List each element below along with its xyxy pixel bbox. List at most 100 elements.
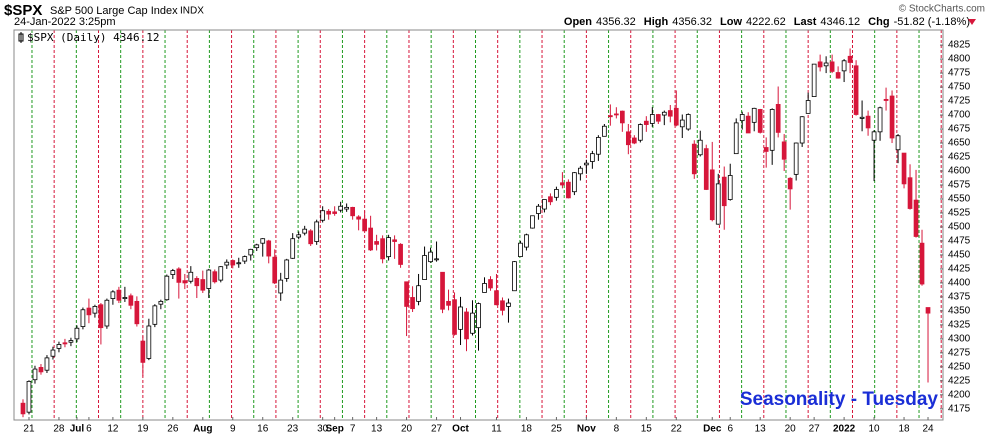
candle-body (404, 281, 409, 307)
credit: © StockCharts.com (899, 4, 985, 15)
candle-body (697, 139, 703, 156)
candle-body (440, 271, 445, 310)
x-tick-label: 18 (898, 424, 910, 435)
candle-body (482, 283, 487, 293)
candle-body (691, 143, 697, 175)
candle-body (446, 300, 451, 306)
quote-label: Low (720, 16, 742, 28)
x-tick-label: 26 (167, 424, 179, 435)
candle-body (560, 182, 565, 186)
x-tick-label: 16 (257, 424, 269, 435)
candle-body (751, 107, 757, 123)
candle-body (661, 111, 667, 116)
candle-body (536, 205, 541, 214)
candle-body (374, 241, 379, 245)
candle-body (823, 62, 829, 67)
candle-body (98, 304, 104, 329)
x-tick-label: 11 (491, 424, 502, 435)
x-tick-label: 30 (317, 424, 329, 435)
x-tick-label: 18 (521, 424, 533, 435)
y-tick-label: 4625 (948, 152, 971, 163)
candle-body (104, 299, 110, 327)
y-tick-label: 4450 (948, 250, 971, 261)
candle-body (500, 300, 505, 311)
candle-body (134, 300, 140, 325)
x-tick-label: 21 (23, 424, 35, 435)
candle-body (362, 218, 367, 232)
candle-body (50, 349, 56, 357)
quote-value: 4356.32 (672, 16, 712, 28)
x-tick-label: 25 (551, 424, 563, 435)
candle-body (218, 266, 224, 281)
candle-body (685, 114, 691, 130)
y-tick-label: 4750 (948, 82, 971, 93)
candle-body (709, 169, 715, 221)
candle-body (835, 72, 841, 79)
symbol: $SPX (4, 2, 42, 19)
candle-body (853, 65, 859, 115)
candle-body (817, 61, 823, 68)
y-tick-label: 4800 (948, 54, 971, 65)
quote-value: -51.82 (-1.18%) (894, 16, 970, 28)
candle-body (56, 344, 62, 349)
candle-body (116, 289, 122, 301)
y-tick-label: 4350 (948, 306, 971, 317)
candle-body (380, 238, 385, 260)
y-tick-label: 4175 (948, 403, 971, 414)
quote-label: Last (794, 16, 817, 28)
candle-body (278, 279, 284, 294)
candle-body (260, 238, 266, 244)
candle-body (841, 60, 847, 72)
candle-body (901, 152, 907, 185)
candle-body (122, 297, 128, 299)
candle-body (721, 176, 727, 207)
candle-body (128, 295, 134, 306)
candle-body (176, 268, 182, 283)
candle-body (236, 262, 242, 265)
candle-body (338, 205, 343, 211)
candle-body (781, 141, 787, 160)
quote-value: 4356.32 (596, 16, 636, 28)
x-tick-label: 19 (137, 424, 149, 435)
x-tick-label: 20 (401, 424, 413, 435)
candle-body (344, 206, 349, 210)
candle-body (326, 210, 332, 215)
quote-label: Open (564, 16, 592, 28)
candle-body (865, 115, 871, 129)
candle-body (877, 107, 883, 133)
candle-body (32, 368, 38, 381)
quote-label: High (644, 16, 669, 28)
x-tick-label: 9 (230, 424, 236, 435)
candle-body (296, 234, 302, 238)
x-tick-label: Oct (452, 424, 469, 435)
x-tick-label: 2022 (833, 424, 856, 435)
candle-body (805, 100, 811, 114)
x-tick-label: 23 (287, 424, 299, 435)
x-tick-label: 8 (614, 424, 620, 435)
candle-body (146, 325, 152, 359)
candle-body (757, 109, 763, 133)
candle-body (38, 367, 44, 373)
candle-body (206, 269, 212, 289)
candle-body (566, 181, 571, 199)
candle-body (602, 125, 607, 137)
candle-body (649, 114, 655, 124)
candle-body (584, 162, 589, 166)
candle-body (925, 307, 931, 314)
candle-body (727, 175, 733, 200)
candle-body (578, 167, 583, 175)
candle-body (733, 122, 739, 155)
candle-body (530, 215, 535, 229)
candle-body (392, 239, 397, 242)
candle-body (476, 303, 481, 329)
candle-body (739, 114, 745, 122)
candle-body (871, 131, 877, 141)
legend: $SPX (Daily) 4346.12 (27, 31, 159, 44)
y-tick-label: 4400 (948, 278, 971, 289)
candle-body (68, 340, 74, 343)
candle-body (643, 120, 649, 125)
candle-body (410, 297, 415, 310)
candle-body (488, 279, 493, 289)
candle-body (518, 242, 523, 258)
candle-body (230, 260, 236, 266)
